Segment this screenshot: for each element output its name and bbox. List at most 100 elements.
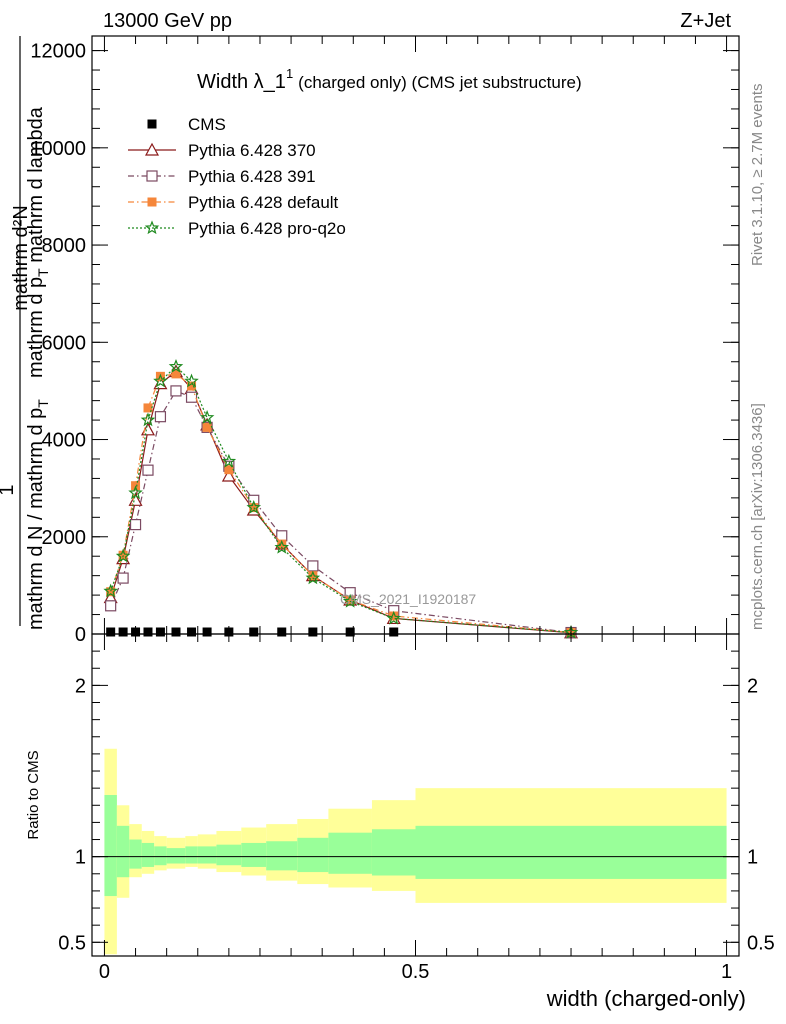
- data-point: [389, 611, 399, 621]
- data-point: [277, 539, 287, 549]
- data-point: [143, 403, 153, 413]
- data-point: [249, 503, 259, 513]
- data-point: [103, 583, 118, 598]
- legend-entry-p391: Pythia 6.428 391: [128, 167, 316, 186]
- band-inner-bin: [297, 837, 329, 873]
- data-point: [118, 550, 128, 560]
- svg-text:1: 1: [0, 484, 18, 495]
- ratio-ylabel: Ratio to CMS: [25, 750, 42, 839]
- header-left: 13000 GeV pp: [103, 10, 232, 32]
- band-inner-bin: [266, 841, 298, 871]
- plot-title: Width λ_11 (charged only) (CMS jet substr…: [197, 66, 582, 93]
- svg-text:mathrm d²N: mathrm d²N: [10, 205, 32, 311]
- data-point: [202, 422, 212, 432]
- y-tick-label: 8000: [42, 235, 87, 257]
- rivet-label: Rivet 3.1.10, ≥ 2.7M events: [749, 84, 766, 267]
- band-inner-bin: [141, 842, 155, 867]
- legend-label: Pythia 6.428 pro-q2o: [188, 219, 346, 238]
- band-inner-bin: [166, 848, 186, 864]
- data-point: [171, 627, 181, 637]
- data-point: [146, 170, 158, 182]
- svg-text:mathrm d N / mathrm d pT: mathrm d N / mathrm d pT: [25, 399, 51, 630]
- legend-label: Pythia 6.428 default: [188, 193, 339, 212]
- data-point: [202, 627, 212, 637]
- data-point: [144, 142, 160, 156]
- data-point: [106, 627, 116, 637]
- data-point: [307, 560, 319, 572]
- x-axis-label: width (charged-only): [546, 986, 746, 1011]
- main-ylabel: mathrm d²N mathrm d pT mathrm d lambda 1…: [0, 36, 51, 630]
- header-right: Z+Jet: [680, 10, 731, 32]
- band-inner-bin: [116, 825, 130, 878]
- series-line-p391: [110, 390, 572, 634]
- series-pq2o: [103, 358, 579, 639]
- data-point: [224, 465, 234, 475]
- y-tick-label: 0.5: [58, 932, 86, 954]
- data-point: [184, 373, 199, 388]
- legend-label: Pythia 6.428 391: [188, 167, 316, 186]
- data-point: [199, 410, 215, 424]
- data-point: [277, 627, 287, 637]
- data-point: [170, 385, 182, 397]
- legend-label: CMS: [188, 115, 226, 134]
- band-inner-bin: [371, 829, 416, 876]
- legend-label: Pythia 6.428 370: [188, 141, 316, 160]
- legend: CMS Pythia 6.428 370 Pythia 6.428 391 Pythi…: [128, 115, 346, 238]
- data-point: [187, 627, 197, 637]
- data-point: [221, 453, 237, 468]
- y-tick-label: 2000: [42, 527, 87, 549]
- data-point: [249, 627, 259, 637]
- x-tick-label: 1: [721, 961, 732, 983]
- band-inner-bin: [154, 846, 167, 866]
- data-point: [105, 600, 117, 612]
- analysis-label: CMS_2021_I1920187: [340, 591, 476, 607]
- data-point: [389, 627, 399, 637]
- data-point: [147, 119, 157, 129]
- band-inner-bin: [241, 842, 267, 867]
- band-inner-bin: [216, 844, 242, 866]
- ratio-panel: 0.5 0.5 1 1 2 2 0 0.5 1: [58, 633, 775, 983]
- data-point: [246, 499, 262, 514]
- band-inner-bin: [328, 832, 372, 874]
- data-point: [106, 587, 116, 597]
- band-inner-bin: [415, 825, 727, 879]
- legend-entry-p370: Pythia 6.428 370: [128, 141, 316, 160]
- main-panel: 0 2000 4000 6000 8000 10000 12000: [30, 35, 740, 646]
- data-point: [308, 627, 318, 637]
- band-inner-bin: [129, 839, 142, 869]
- data-point: [154, 411, 167, 423]
- data-point: [345, 595, 355, 605]
- data-point: [115, 548, 131, 563]
- legend-entry-cms: CMS: [147, 115, 226, 134]
- y-tick-label: 0: [75, 624, 86, 646]
- data-point: [155, 627, 165, 637]
- band-inner-bin: [197, 846, 217, 864]
- source-label: mcplots.cern.ch [arXiv:1306.3436]: [749, 403, 766, 630]
- band-inner-bin: [104, 795, 117, 897]
- data-point: [144, 220, 160, 235]
- data-point: [142, 464, 154, 476]
- data-point: [128, 485, 143, 500]
- data-point: [168, 358, 184, 373]
- data-point: [305, 570, 321, 585]
- data-point: [274, 539, 290, 554]
- y-tick-label: 4000: [42, 430, 87, 452]
- data-point: [187, 381, 197, 391]
- x-tick-label: 0: [99, 961, 110, 983]
- y-tick-label: 12000: [30, 41, 86, 63]
- legend-entry-pq2o: Pythia 6.428 pro-q2o: [128, 219, 346, 238]
- data-point: [117, 572, 129, 584]
- y-tick-label-right: 2: [747, 675, 758, 697]
- series-line-pq2o: [110, 365, 572, 634]
- band-inner-bin: [185, 846, 198, 864]
- data-point: [153, 373, 168, 388]
- y-tick-label: 6000: [42, 332, 87, 354]
- svg-text:mathrm d pT mathrm d lambda: mathrm d pT mathrm d lambda: [25, 106, 51, 378]
- x-tick-label: 0.5: [402, 961, 430, 983]
- legend-entry-pdefault: Pythia 6.428 default: [128, 193, 339, 212]
- data-point: [308, 571, 318, 581]
- data-point: [147, 197, 157, 207]
- data-point: [118, 627, 128, 637]
- y-tick-label: 1: [75, 847, 86, 869]
